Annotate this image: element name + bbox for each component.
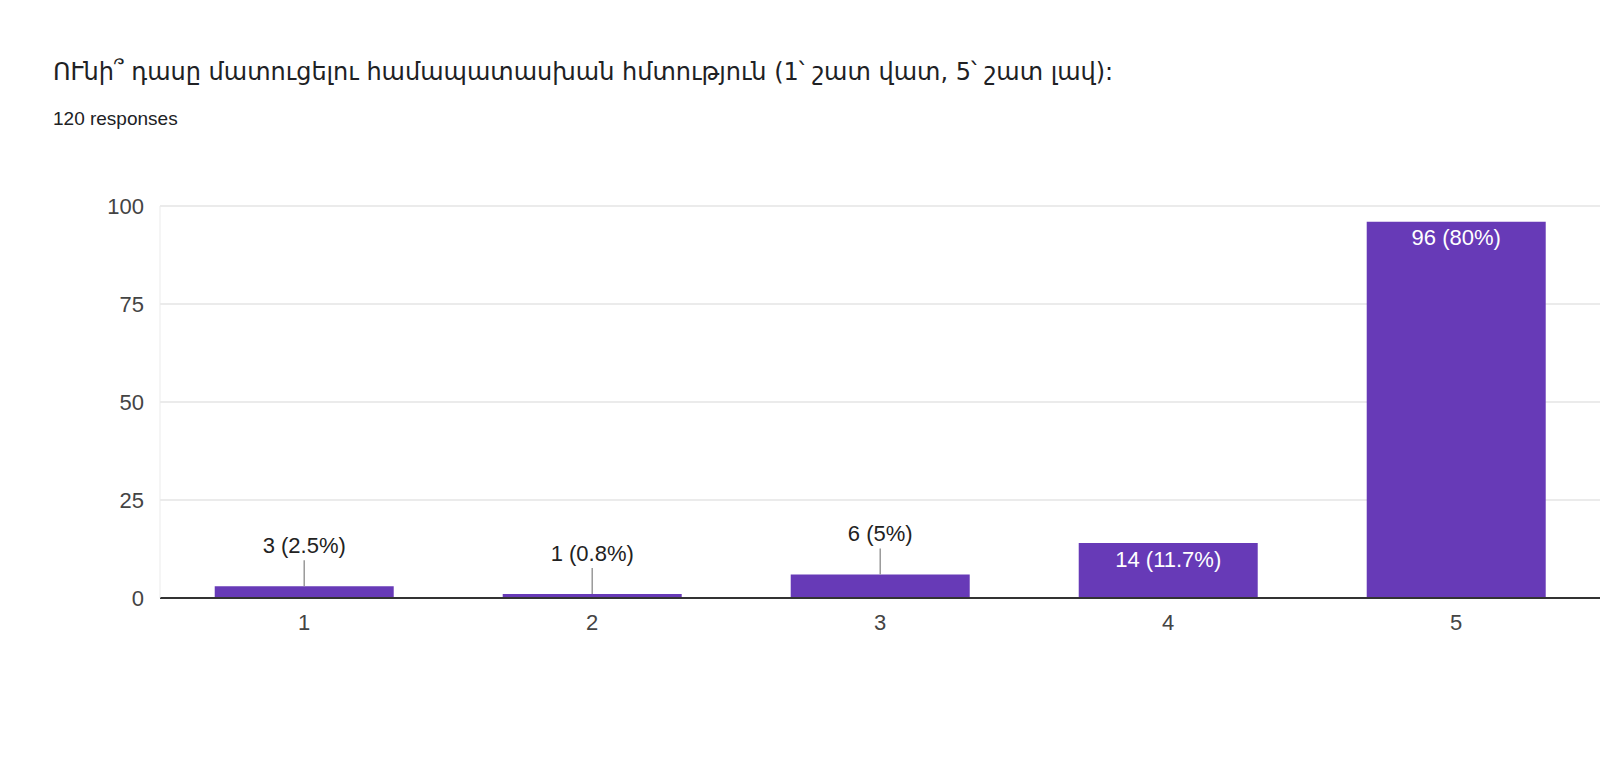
- svg-text:3: 3: [874, 610, 886, 635]
- svg-text:6 (5%): 6 (5%): [848, 521, 913, 546]
- html-text:ՈՒնի՞ դասը մատուցելու համապատա: ՈՒնի՞ դասը մատուցելու համապատասխան հմտու…: [53, 58, 1114, 86]
- svg-text:100: 100: [107, 194, 144, 219]
- svg-text:2: 2: [586, 610, 598, 635]
- svg-text:5: 5: [1450, 610, 1462, 635]
- svg-text:1 (0.8%): 1 (0.8%): [551, 541, 634, 566]
- html-text:120 responses: 120 responses: [53, 108, 178, 129]
- svg-text:25: 25: [120, 488, 144, 513]
- svg-text:50: 50: [120, 390, 144, 415]
- svg-text:75: 75: [120, 292, 144, 317]
- svg-text:4: 4: [1162, 610, 1174, 635]
- svg-text:1: 1: [298, 610, 310, 635]
- svg-text:96 (80%): 96 (80%): [1412, 225, 1501, 250]
- svg-text:3 (2.5%): 3 (2.5%): [263, 533, 346, 558]
- svg-text:14 (11.7%): 14 (11.7%): [1115, 547, 1221, 572]
- svg-text:0: 0: [132, 586, 144, 611]
